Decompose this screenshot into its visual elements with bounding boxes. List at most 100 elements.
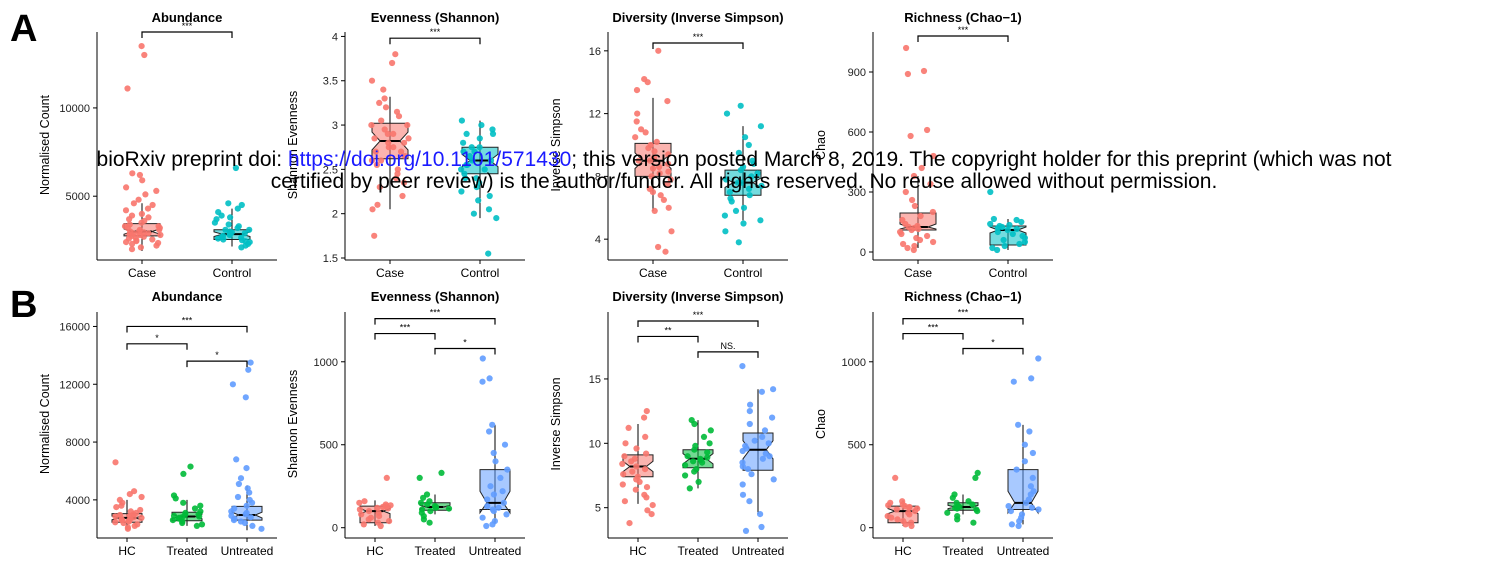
watermark-suffix: ; this version posted March 8, 2019. The…: [571, 148, 1392, 171]
data-point: [124, 85, 131, 92]
data-point: [747, 401, 754, 408]
data-point: [234, 224, 241, 232]
significance-label: *: [215, 350, 219, 360]
data-point: [1015, 421, 1022, 428]
x-tick-label: Control: [989, 266, 1028, 280]
data-point: [196, 513, 203, 520]
y-axis-label: Inverse Simpson: [549, 377, 563, 470]
chart-title: Richness (Chao−1): [904, 289, 1021, 304]
data-point: [758, 523, 765, 531]
data-point: [417, 499, 425, 506]
data-point: [381, 126, 388, 133]
data-point: [238, 244, 245, 251]
preprint-watermark-line1: bioRxiv preprint doi: https://doi.org/10…: [0, 148, 1488, 172]
data-point: [930, 238, 937, 246]
data-point: [682, 462, 689, 469]
data-point: [723, 110, 731, 117]
data-point: [682, 472, 689, 479]
data-point: [473, 175, 480, 182]
x-tick-label: HC: [118, 544, 136, 558]
data-point: [140, 233, 147, 240]
data-point: [643, 450, 650, 457]
data-point: [229, 381, 236, 388]
data-point: [197, 502, 204, 509]
data-point: [225, 221, 232, 228]
data-point: [769, 414, 776, 421]
data-point: [1013, 466, 1020, 473]
data-point: [246, 226, 253, 233]
significance-label: **: [664, 325, 672, 335]
data-point: [126, 518, 133, 525]
data-point: [112, 519, 119, 526]
y-axis-label: Normalised Count: [38, 373, 52, 474]
data-point: [686, 485, 693, 492]
data-point: [479, 514, 486, 521]
data-point: [644, 79, 651, 86]
y-tick-label: 8000: [66, 437, 90, 449]
data-point: [233, 456, 240, 463]
y-tick-label: 1000: [842, 357, 866, 369]
data-point: [479, 378, 486, 385]
data-point: [751, 437, 758, 444]
data-point: [1029, 449, 1036, 457]
data-point: [376, 184, 383, 191]
data-point: [949, 494, 956, 501]
data-point: [739, 491, 747, 498]
data-point: [1009, 230, 1016, 238]
data-point: [1016, 240, 1023, 248]
y-axis-label: Normalised Count: [38, 94, 52, 195]
y-tick-label: 5: [595, 503, 601, 515]
data-point: [726, 189, 734, 196]
y-tick-label: 15: [589, 374, 601, 386]
data-point: [416, 474, 423, 481]
x-tick-label: Case: [639, 266, 667, 280]
data-point: [485, 206, 493, 213]
data-point: [748, 471, 755, 478]
data-point: [139, 177, 146, 184]
doi-link[interactable]: https://doi.org/10.1101/571430: [287, 148, 572, 171]
x-tick-label: Control: [724, 266, 763, 280]
data-point: [492, 458, 499, 465]
data-point: [138, 219, 145, 226]
data-point: [172, 495, 179, 502]
data-point: [1022, 499, 1030, 506]
data-point: [138, 514, 145, 522]
x-tick-label: Treated: [943, 544, 984, 558]
data-point: [888, 514, 895, 521]
panel-b-3: Diversity (Inverse Simpson) 5 10 15 Inverse …: [549, 289, 788, 558]
data-point: [737, 102, 744, 109]
data-point: [622, 440, 629, 447]
significance-label: NS.: [720, 341, 735, 351]
data-point: [770, 386, 777, 393]
y-tick-label: 4: [595, 234, 601, 246]
data-point: [225, 200, 232, 207]
data-point: [1013, 216, 1020, 224]
data-point: [742, 527, 750, 535]
data-point: [916, 236, 924, 244]
data-point: [369, 206, 376, 213]
data-point: [1006, 221, 1013, 229]
data-point: [432, 504, 439, 511]
data-point: [621, 453, 628, 460]
data-point: [757, 217, 764, 224]
data-point: [972, 474, 979, 481]
chart-title: Abundance: [152, 289, 223, 304]
x-tick-label: Treated: [167, 544, 208, 558]
y-tick-label: 4000: [66, 495, 90, 507]
data-point: [900, 240, 907, 248]
data-point: [909, 196, 916, 204]
data-point: [458, 117, 465, 124]
data-point: [138, 43, 145, 50]
data-point: [642, 433, 649, 440]
box-untreated: [742, 432, 774, 471]
data-point: [620, 471, 627, 478]
significance-label: ***: [400, 323, 411, 333]
data-point: [232, 164, 239, 172]
data-point: [924, 232, 931, 240]
data-point: [770, 476, 777, 483]
data-point: [138, 493, 145, 501]
data-point: [420, 516, 427, 523]
chart-title: Abundance: [152, 10, 223, 25]
data-point: [906, 504, 913, 511]
data-point: [646, 157, 654, 164]
